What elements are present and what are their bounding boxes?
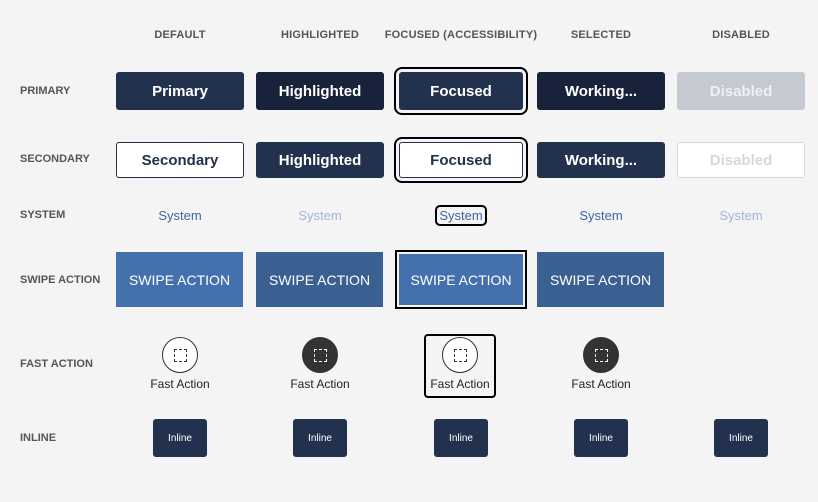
inline-selected-button[interactable]: Inline (574, 419, 628, 457)
secondary-disabled-button: Disabled (677, 142, 805, 178)
fast-action-focused-button[interactable]: Fast Action (424, 334, 496, 398)
fast-action-label: Fast Action (430, 377, 490, 391)
primary-button[interactable]: Primary (116, 72, 244, 110)
inline-highlighted-button[interactable]: Inline (293, 419, 347, 457)
primary-disabled-button: Disabled (677, 72, 805, 110)
row-label-secondary: SECONDARY (20, 153, 90, 165)
row-label-swipe-action: SWIPE ACTION (20, 274, 101, 286)
placeholder-square-icon (173, 348, 187, 362)
column-header-highlighted: HIGHLIGHTED (281, 29, 359, 41)
row-label-inline: INLINE (20, 432, 57, 444)
swipe-action-focused-button[interactable]: SWIPE ACTION (395, 250, 527, 309)
secondary-selected-button[interactable]: Working... (537, 142, 665, 178)
system-highlighted-link[interactable]: System (298, 208, 342, 223)
column-header-default: DEFAULT (154, 29, 206, 41)
primary-highlighted-button[interactable]: Highlighted (256, 72, 384, 110)
fast-action-button[interactable]: Fast Action (140, 336, 220, 391)
secondary-button[interactable]: Secondary (116, 142, 244, 178)
swipe-action-selected-button[interactable]: SWIPE ACTION (537, 252, 664, 307)
fast-action-selected-button[interactable]: Fast Action (561, 336, 641, 391)
column-header-disabled: DISABLED (712, 29, 770, 41)
fast-action-label: Fast Action (150, 377, 210, 391)
fast-action-label: Fast Action (571, 377, 631, 391)
primary-focused-button[interactable]: Focused (394, 67, 528, 115)
row-label-system: SYSTEM (20, 209, 66, 221)
system-disabled-link: System (719, 208, 763, 223)
inline-disabled-button: Inline (714, 419, 768, 457)
column-header-selected: SELECTED (570, 29, 632, 41)
system-focused-link[interactable]: System (435, 205, 487, 226)
inline-focused-button[interactable]: Inline (434, 419, 488, 457)
swipe-action-button[interactable]: SWIPE ACTION (116, 252, 243, 307)
fast-action-highlighted-button[interactable]: Fast Action (280, 336, 360, 391)
system-link[interactable]: System (158, 208, 202, 223)
primary-selected-button[interactable]: Working... (537, 72, 665, 110)
fast-action-label: Fast Action (290, 377, 350, 391)
swipe-action-highlighted-button[interactable]: SWIPE ACTION (256, 252, 383, 307)
row-label-fast-action: FAST ACTION (20, 358, 93, 370)
secondary-focused-button[interactable]: Focused (394, 137, 528, 183)
placeholder-square-icon (594, 348, 608, 362)
placeholder-square-icon (453, 348, 467, 362)
secondary-highlighted-button[interactable]: Highlighted (256, 142, 384, 178)
placeholder-square-icon (313, 348, 327, 362)
column-header-focused: FOCUSED (ACCESSIBILITY) (384, 29, 538, 41)
inline-button[interactable]: Inline (153, 419, 207, 457)
row-label-primary: PRIMARY (20, 85, 71, 97)
system-selected-link[interactable]: System (579, 208, 623, 223)
